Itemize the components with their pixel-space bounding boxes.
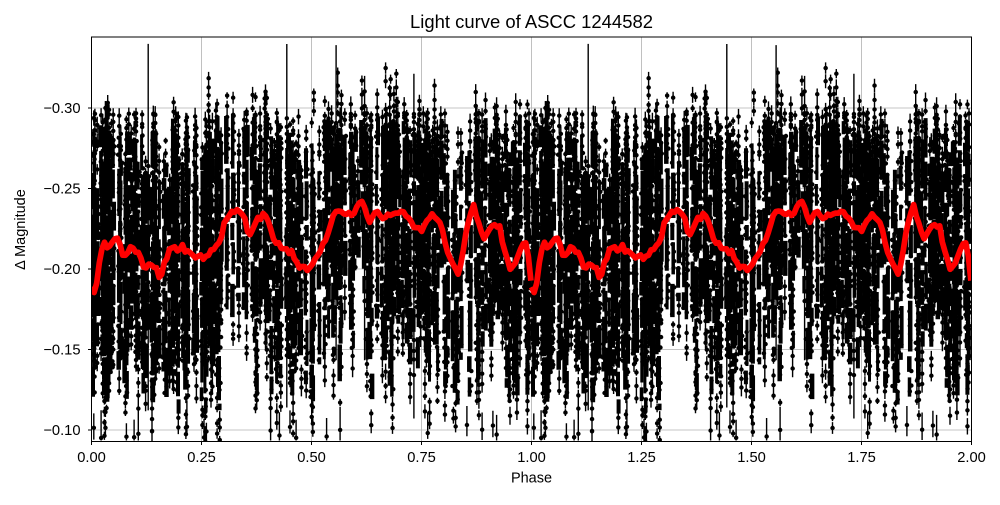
- svg-text:−0.15: −0.15: [43, 343, 80, 359]
- svg-text:Phase: Phase: [511, 471, 552, 487]
- svg-text:1.00: 1.00: [517, 450, 546, 466]
- svg-text:−0.30: −0.30: [43, 101, 80, 117]
- svg-text:−0.10: −0.10: [43, 423, 80, 439]
- svg-text:1.75: 1.75: [847, 450, 876, 466]
- svg-text:0.25: 0.25: [187, 450, 216, 466]
- svg-text:1.50: 1.50: [737, 450, 766, 466]
- svg-text:Δ Magnitude: Δ Magnitude: [13, 189, 29, 270]
- svg-text:−0.25: −0.25: [43, 182, 80, 198]
- svg-text:2.00: 2.00: [957, 450, 986, 466]
- svg-text:Light curve of ASCC 1244582: Light curve of ASCC 1244582: [410, 11, 653, 32]
- svg-text:1.25: 1.25: [627, 450, 656, 466]
- svg-text:−0.20: −0.20: [43, 262, 80, 278]
- svg-text:0.50: 0.50: [297, 450, 326, 466]
- svg-text:0.75: 0.75: [407, 450, 436, 466]
- svg-text:0.00: 0.00: [77, 450, 106, 466]
